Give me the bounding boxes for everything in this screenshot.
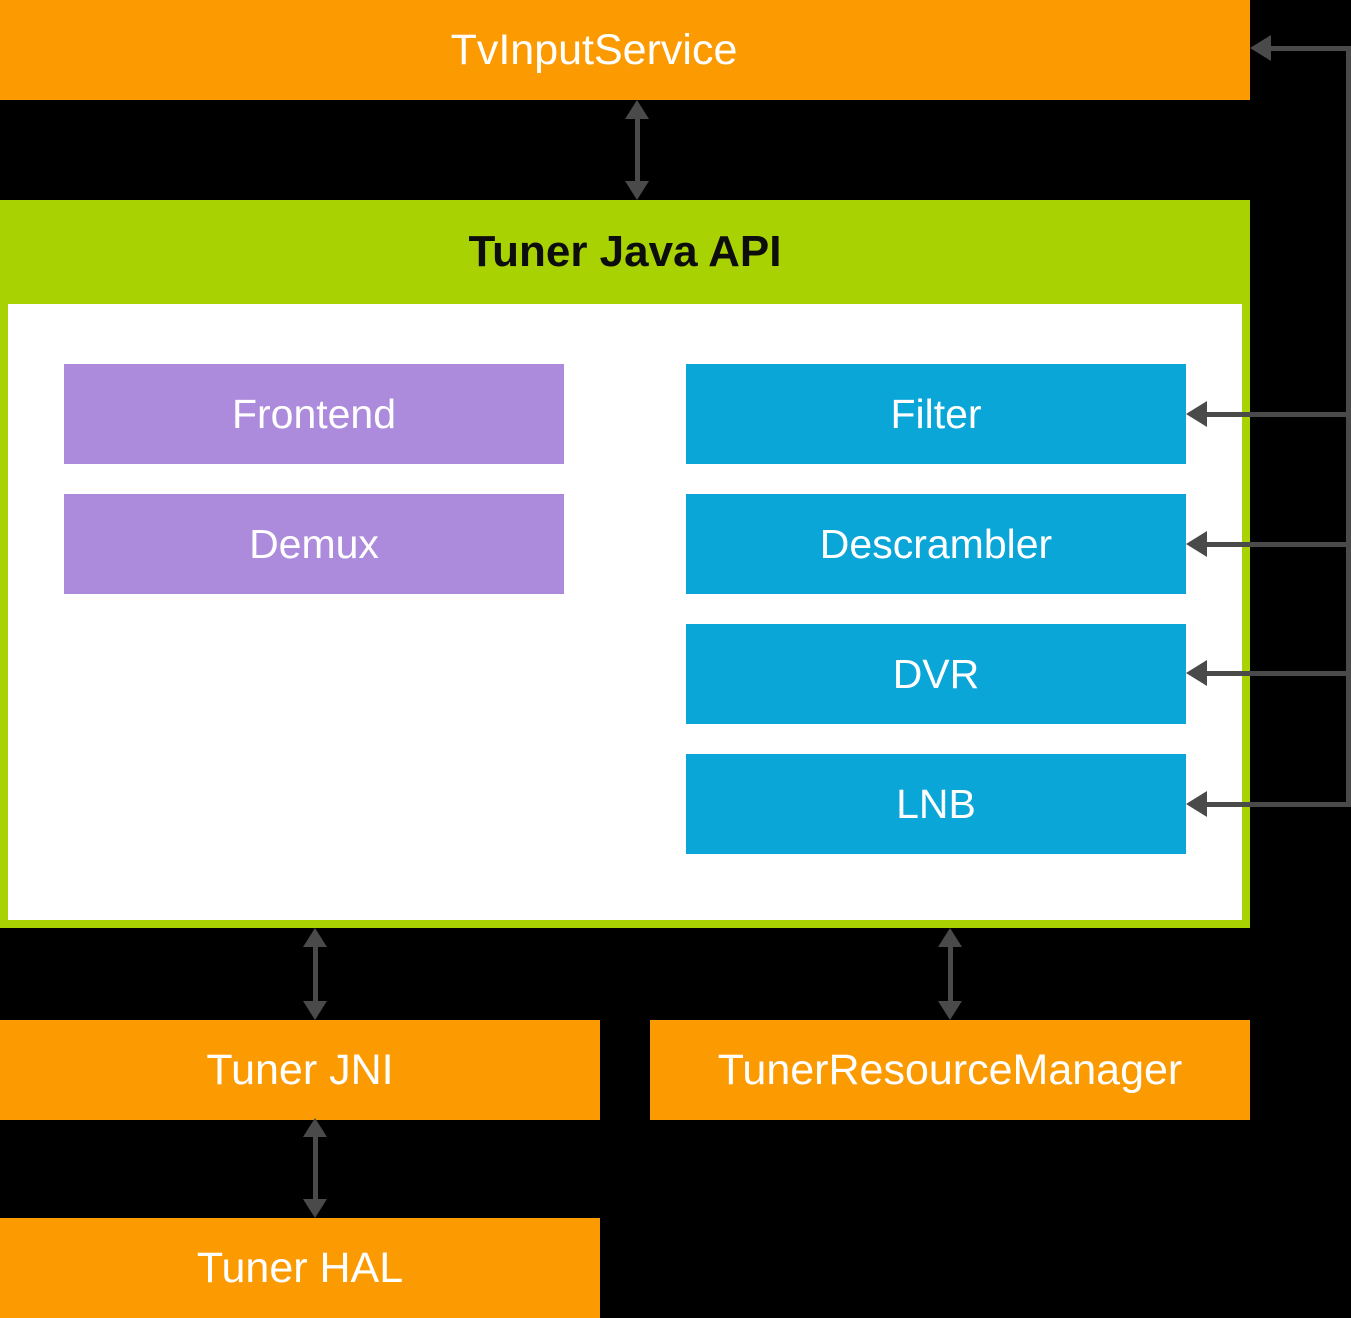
node-dvr: DVR xyxy=(686,624,1186,724)
arrow-up-icon xyxy=(625,100,649,119)
arrow-down-icon xyxy=(303,1199,327,1218)
arrow-down-icon xyxy=(625,181,649,200)
node-frontend-label: Frontend xyxy=(231,390,397,437)
node-descrambler: Descrambler xyxy=(686,494,1186,594)
arrow-left-icon xyxy=(1186,791,1207,817)
node-tuner-jni: Tuner JNI xyxy=(0,1020,600,1120)
arrow-up-icon xyxy=(303,1118,327,1137)
arrow-to-descrambler xyxy=(1186,531,1351,557)
arrow-shaft xyxy=(1271,45,1351,51)
arrow-up-icon xyxy=(303,928,327,947)
double-arrow-tunerapi-tunerresourcemanager xyxy=(937,928,963,1020)
node-lnb: LNB xyxy=(686,754,1186,854)
node-tvinputservice-label: TvInputService xyxy=(450,25,738,74)
arrow-to-lnb xyxy=(1186,791,1351,817)
node-descrambler-label: Descrambler xyxy=(819,520,1053,567)
arrow-to-tvinputservice xyxy=(1250,35,1351,61)
double-arrow-tunerapi-tunerjni xyxy=(302,928,328,1020)
connector-vertical-line xyxy=(1346,46,1351,807)
arrow-shaft xyxy=(947,947,953,1001)
arrow-left-icon xyxy=(1186,660,1207,686)
node-filter: Filter xyxy=(686,364,1186,464)
node-frontend: Frontend xyxy=(64,364,564,464)
arrow-shaft xyxy=(634,119,640,181)
node-tunerresourcemanager-label: TunerResourceManager xyxy=(717,1045,1183,1094)
arrow-up-icon xyxy=(938,928,962,947)
arrow-left-icon xyxy=(1250,35,1271,61)
arrow-shaft xyxy=(312,1137,318,1199)
node-demux: Demux xyxy=(64,494,564,594)
arrow-down-icon xyxy=(303,1001,327,1020)
arrow-to-filter xyxy=(1186,401,1351,427)
double-arrow-tvinputservice-tunerapi xyxy=(624,100,650,200)
arrow-shaft xyxy=(1207,801,1351,807)
arrow-shaft xyxy=(1207,670,1351,676)
node-filter-label: Filter xyxy=(890,390,982,437)
arrow-left-icon xyxy=(1186,401,1207,427)
node-tvinputservice: TvInputService xyxy=(0,0,1250,100)
node-lnb-label: LNB xyxy=(896,780,976,827)
arrow-shaft xyxy=(1207,541,1351,547)
arrow-shaft xyxy=(312,947,318,1001)
node-tuner-hal: Tuner HAL xyxy=(0,1218,600,1318)
arrow-down-icon xyxy=(938,1001,962,1020)
arrow-shaft xyxy=(1207,411,1351,417)
node-tuner-hal-label: Tuner HAL xyxy=(196,1243,404,1292)
node-tunerresourcemanager: TunerResourceManager xyxy=(650,1020,1250,1120)
tuner-java-api-title: Tuner Java API xyxy=(468,227,782,276)
node-demux-label: Demux xyxy=(249,520,379,567)
arrow-left-icon xyxy=(1186,531,1207,557)
node-dvr-label: DVR xyxy=(892,650,980,697)
arrow-to-dvr xyxy=(1186,660,1351,686)
node-tuner-jni-label: Tuner JNI xyxy=(206,1045,394,1094)
double-arrow-tunerjni-tunerhal xyxy=(302,1118,328,1218)
